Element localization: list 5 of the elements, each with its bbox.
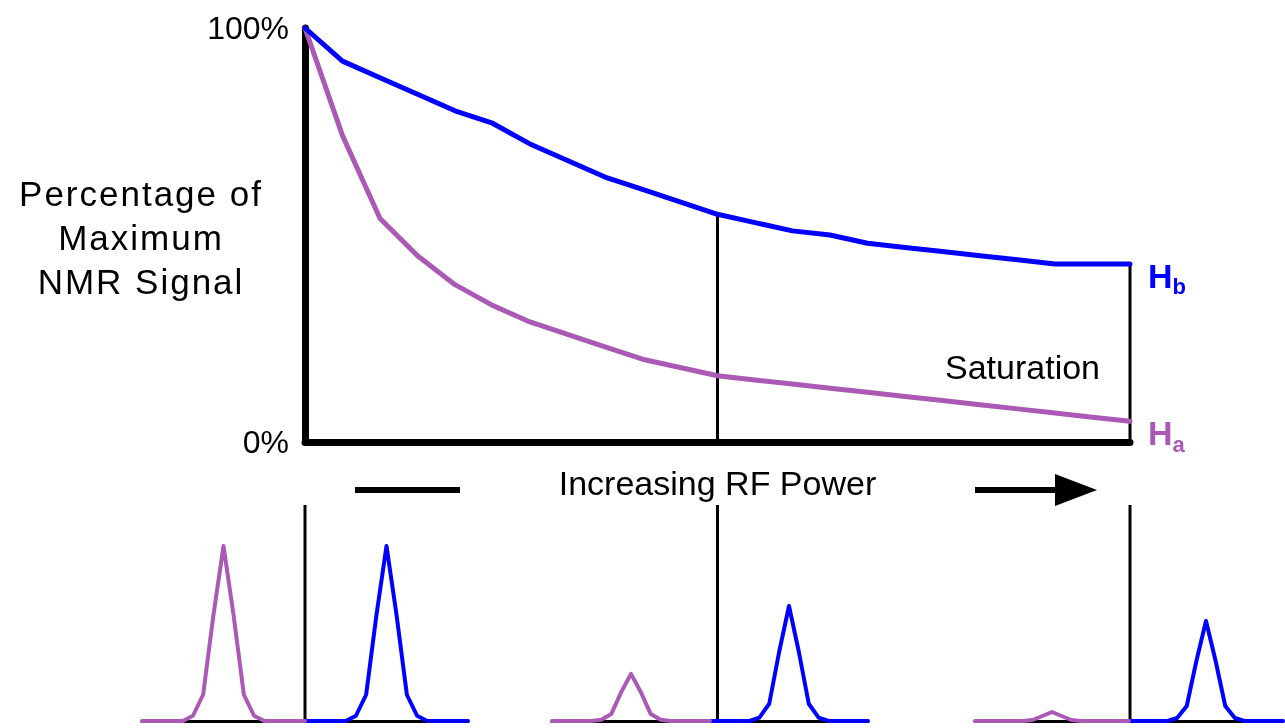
- y-tick-label: 0%: [242, 424, 289, 460]
- y-tick-label: 100%: [207, 10, 289, 46]
- annotation: Saturation: [945, 348, 1101, 386]
- y-axis-title: Percentage of Maximum NMR Signal: [18, 173, 264, 303]
- x-axis-title: Increasing RF Power: [558, 464, 877, 502]
